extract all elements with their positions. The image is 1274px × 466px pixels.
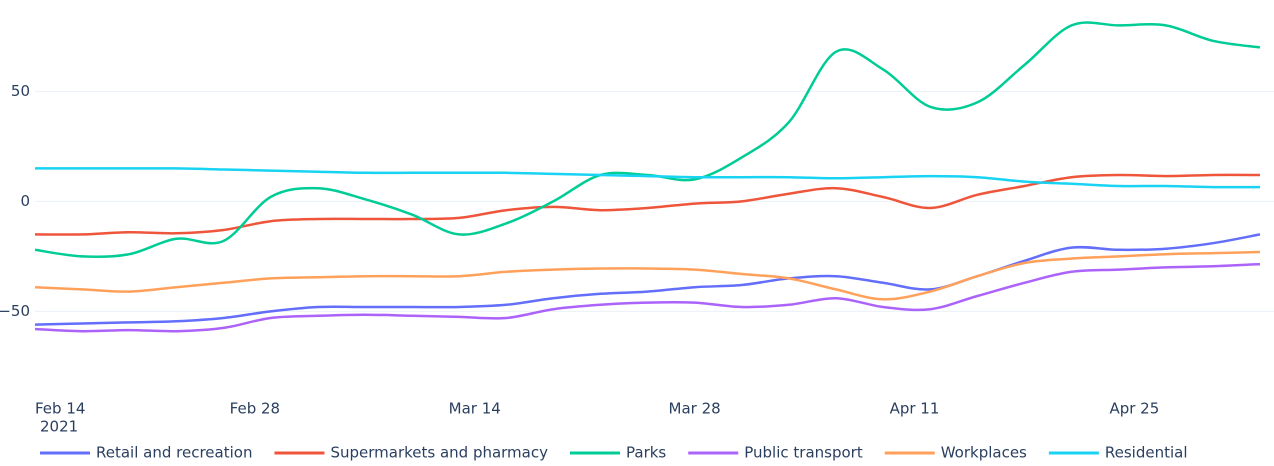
legend-label: Parks [626, 444, 666, 462]
y-tick-label: −50 [0, 302, 30, 320]
legend-label: Supermarkets and pharmacy [330, 444, 548, 462]
series-line [34, 233, 1261, 326]
series-line [34, 173, 1261, 236]
y-tick-label: 0 [20, 192, 30, 210]
x-tick-label: Mar 28 [669, 400, 721, 418]
x-tick-label: Feb 14 [35, 400, 85, 418]
legend-label: Retail and recreation [96, 444, 252, 462]
x-tick-label: Apr 11 [890, 400, 940, 418]
series-line [34, 167, 1261, 189]
series-line [34, 250, 1261, 301]
legend-label: Workplaces [941, 444, 1027, 462]
x-year-label: 2021 [40, 418, 78, 436]
x-tick-label: Apr 25 [1109, 400, 1159, 418]
legend-label: Public transport [744, 444, 863, 462]
series-line [34, 262, 1261, 333]
series-line [34, 21, 1261, 259]
x-tick-label: Mar 14 [449, 400, 501, 418]
legend-label: Residential [1105, 444, 1188, 462]
y-tick-label: 50 [11, 82, 30, 100]
x-tick-label: Feb 28 [230, 400, 280, 418]
